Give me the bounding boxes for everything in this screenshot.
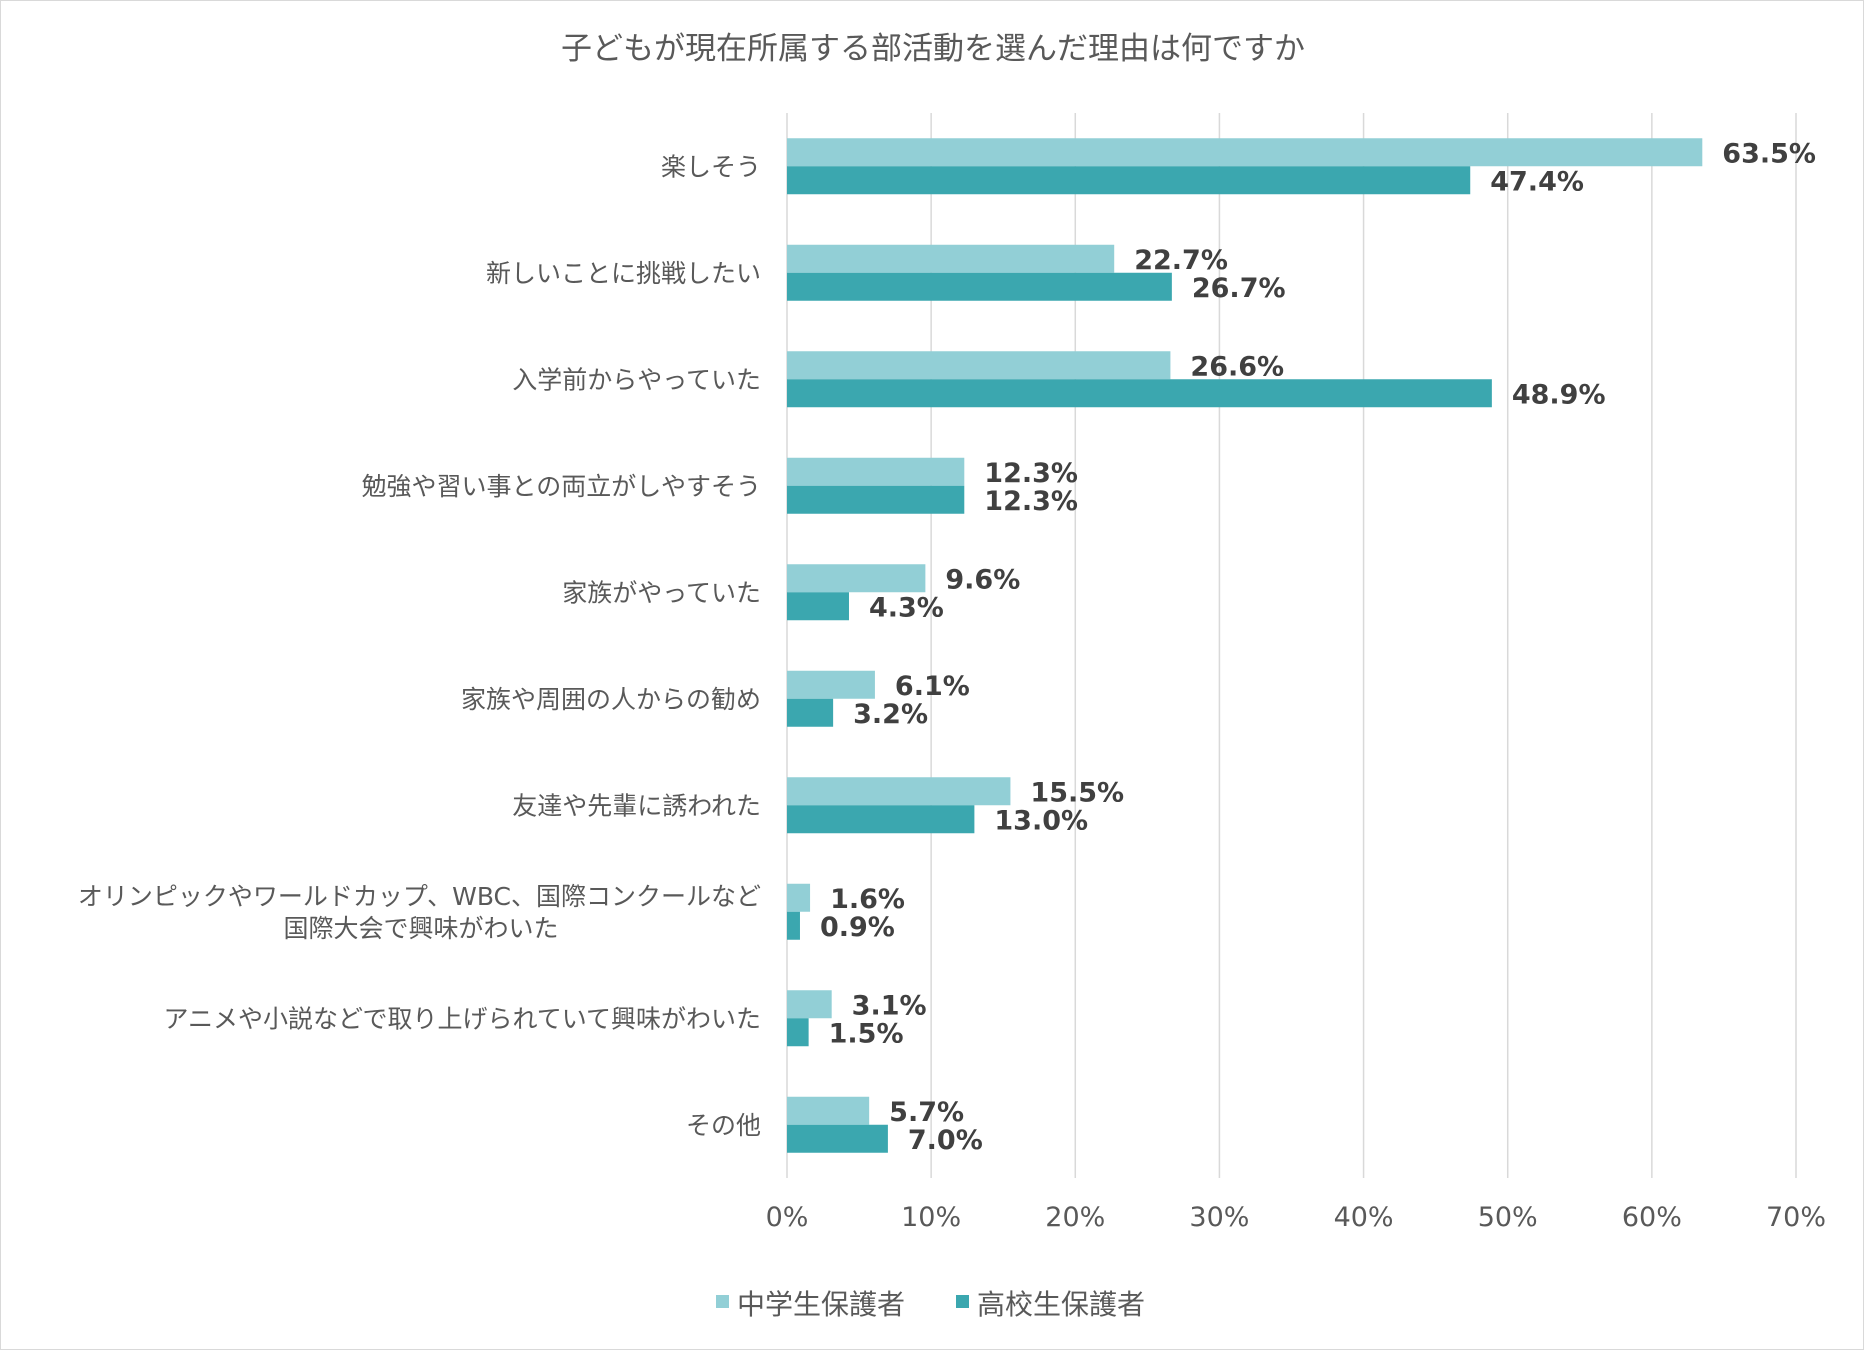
bar [787,670,875,699]
x-tick-label: 0% [766,1202,809,1233]
bar [787,990,832,1019]
x-tick-label: 60% [1622,1202,1682,1233]
bar [787,805,975,834]
data-label: 15.5% [1030,777,1124,808]
data-label: 26.6% [1190,351,1284,382]
data-label: 3.2% [853,699,928,730]
bars [787,138,1703,1153]
data-label: 1.5% [829,1018,904,1049]
legend-swatch [716,1295,729,1308]
category-label: その他 [686,1111,761,1140]
category-label: 国際大会で興味がわいた [283,914,558,943]
x-tick-label: 20% [1045,1202,1105,1233]
data-label: 12.3% [984,458,1078,489]
data-label: 48.9% [1512,379,1606,410]
data-label: 4.3% [869,592,944,623]
legend-label: 中学生保護者 [737,1288,905,1321]
category-label: アニメや小説などで取り上げられていて興味がわいた [163,1004,761,1033]
data-label: 22.7% [1134,245,1228,276]
bar [787,166,1471,195]
bar [787,911,800,940]
data-label: 47.4% [1490,166,1584,197]
category-label: 新しいことに挑戦したい [486,259,761,288]
x-tick-label: 30% [1189,1202,1249,1233]
category-label: 勉強や習い事との両立がしやすそう [361,472,761,501]
data-label: 6.1% [895,671,970,702]
bar [787,777,1011,806]
bar [787,1096,870,1125]
x-tick-label: 10% [901,1202,961,1233]
bar [787,592,849,621]
data-label: 26.7% [1192,273,1286,304]
data-label: 7.0% [908,1125,983,1156]
bar [787,244,1115,273]
category-label: オリンピックやワールドカップ、WBC、国際コンクールなど [78,882,761,911]
bar [787,1018,809,1047]
data-label: 0.9% [820,912,895,943]
category-label: 入学前からやっていた [512,365,761,394]
data-label: 13.0% [994,805,1088,836]
bar [787,457,965,486]
bar [787,272,1172,301]
data-label: 3.1% [852,990,927,1021]
bar [787,351,1171,380]
legend-label: 高校生保護者 [977,1288,1145,1321]
bar [787,1124,888,1153]
category-label: 友達や先輩に誘われた [512,791,761,820]
bar [787,138,1703,167]
bar [787,485,965,514]
bar [787,698,834,727]
data-labels: 63.5% 47.4% 22.7%26.7% 26.6% 48.9% 12.3%12.3%… [820,138,1816,1156]
bar [787,883,811,912]
data-label: 1.6% [830,884,905,915]
x-tick-label: 70% [1766,1202,1826,1233]
chart-title: 子どもが現在所属する部活動を選んだ理由は何ですか [561,31,1305,67]
bar [787,564,926,593]
category-label: 楽しそう [661,152,761,181]
category-labels: 楽しそう新しいことに挑戦したい入学前からやっていた勉強や習い事との両立がしやすそ… [78,152,761,1140]
legend-swatch [956,1295,969,1308]
bar [787,379,1492,408]
x-axis-ticks: 0% 10% 20% 30% 40% 50% 60% 70% [766,1202,1826,1233]
category-label: 家族や周囲の人からの勧め [461,685,761,714]
category-label: 家族がやっていた [562,578,761,607]
x-tick-label: 50% [1478,1202,1538,1233]
x-tick-label: 40% [1334,1202,1394,1233]
data-label: 9.6% [945,564,1020,595]
data-label: 5.7% [889,1097,964,1128]
data-label: 63.5% [1722,138,1816,169]
legend: 中学生保護者 高校生保護者 [716,1288,1145,1321]
data-label: 12.3% [984,486,1078,517]
